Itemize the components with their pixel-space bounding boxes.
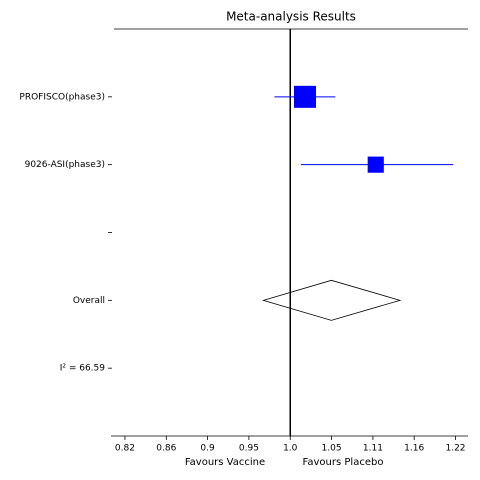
x-tick-label: 1.11 xyxy=(363,444,383,454)
y-tick-label: I² = 66.59 xyxy=(60,364,106,374)
x-tick-label: 1.22 xyxy=(445,444,465,454)
x-tick-label: 1.0 xyxy=(283,444,298,454)
y-tick-label: PROFISCO(phase3) xyxy=(19,92,105,102)
x-tick-label: 1.05 xyxy=(322,444,342,454)
x-tick-label: 0.82 xyxy=(115,444,135,454)
study-marker xyxy=(293,85,316,108)
y-tick-label: 9026-ASI(phase3) xyxy=(25,160,105,170)
summary-diamond xyxy=(261,279,402,321)
x-tick-label: 0.9 xyxy=(200,444,215,454)
x-tick-label: 1.16 xyxy=(404,444,424,454)
x-label-left: Favours Vaccine xyxy=(185,457,265,468)
chart-title: Meta-analysis Results xyxy=(226,10,356,24)
x-label-right: Favours Placebo xyxy=(303,457,384,468)
study-marker xyxy=(367,156,384,173)
x-tick-label: 0.86 xyxy=(156,444,176,454)
y-tick-label: Overall xyxy=(73,296,105,306)
x-tick-label: 0.95 xyxy=(239,444,259,454)
